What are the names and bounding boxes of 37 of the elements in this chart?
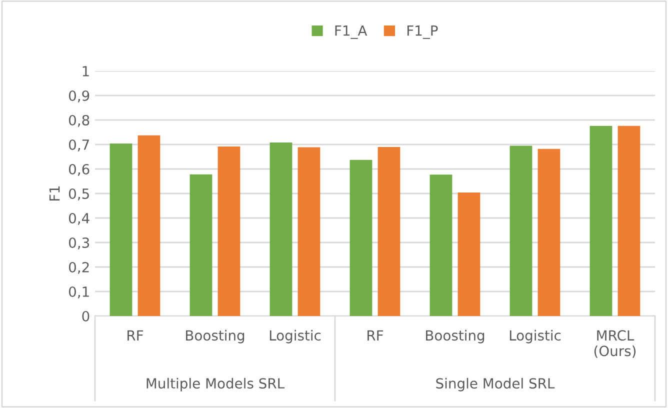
y-tick-label: 0,4 — [68, 212, 90, 225]
bar — [510, 146, 532, 316]
bar — [458, 192, 480, 316]
x-tick-label: RF — [368, 330, 384, 340]
bar — [350, 160, 372, 316]
x-tick-label: RF — [128, 330, 144, 340]
legend-label: F1_P — [407, 26, 438, 39]
bar — [270, 142, 292, 316]
bar — [590, 126, 612, 316]
bar — [218, 146, 240, 316]
text: Single Model SRL — [436, 378, 555, 392]
legend-label: F1_A — [335, 26, 368, 39]
bar — [378, 146, 400, 316]
text: Multiple Models SRL — [146, 378, 284, 392]
bar — [430, 174, 452, 316]
x-tick-label: Boosting — [186, 330, 244, 344]
y-tick-label: 0,6 — [68, 164, 90, 176]
y-tick-label: 0,8 — [68, 114, 90, 127]
y-tick-label: 0,7 — [68, 139, 89, 152]
y-tick-label: 0,1 — [68, 286, 89, 298]
x-tick-label: MRCL (Ours) — [594, 330, 636, 358]
y-tick-label: 0 — [82, 310, 90, 322]
y-axis-title: F1 — [49, 186, 60, 201]
x-tick-label: Logistic — [510, 330, 561, 344]
bar — [298, 147, 320, 316]
y-tick-label: 0,9 — [68, 90, 90, 102]
bar — [618, 126, 640, 316]
y-tick-label: 0,3 — [68, 237, 90, 250]
bar — [190, 174, 212, 316]
bar — [538, 148, 560, 316]
y-tick-label: 0,5 — [68, 188, 89, 200]
x-tick-label: Boosting — [426, 330, 484, 344]
y-tick-label: 0,2 — [68, 262, 89, 274]
bar — [110, 144, 132, 316]
x-tick-label: Logistic — [270, 330, 321, 344]
bar — [138, 135, 160, 316]
y-tick-label: 1 — [82, 66, 89, 76]
